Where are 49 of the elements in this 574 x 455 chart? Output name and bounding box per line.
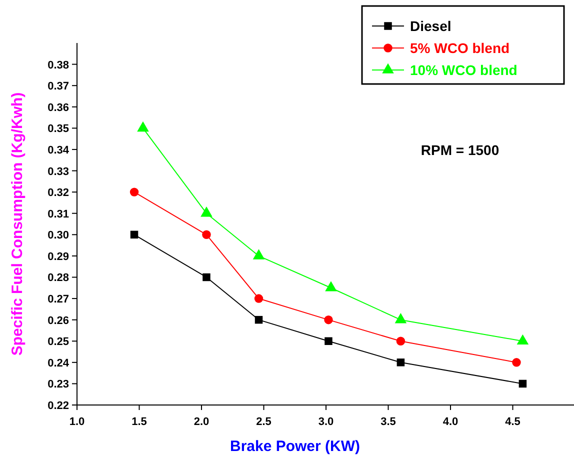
point xyxy=(324,315,333,324)
x-tick-label: 3.0 xyxy=(318,416,334,428)
x-tick-label: 3.5 xyxy=(380,416,396,428)
point xyxy=(254,294,264,303)
x-tick-label: 4.0 xyxy=(442,416,458,428)
point xyxy=(516,334,529,345)
y-tick-label: 0.23 xyxy=(48,378,69,391)
y-axis-title: Specific Fuel Consumption (Kg/Kwh) xyxy=(9,92,26,356)
point xyxy=(396,336,406,346)
x-tick-label: 1.0 xyxy=(69,416,85,428)
point xyxy=(324,337,332,345)
y-tick-label: 0.35 xyxy=(48,123,69,136)
x-tick-label: 1.5 xyxy=(132,416,147,428)
y-tick-label: 0.33 xyxy=(48,166,69,178)
y-tick-label: 0.28 xyxy=(48,272,69,284)
y-tick-label: 0.34 xyxy=(48,144,70,156)
point xyxy=(518,380,527,388)
legend-label: Diesel xyxy=(410,18,452,34)
y-tick-label: 0.25 xyxy=(48,336,69,348)
y-tick-label: 0.27 xyxy=(48,294,69,306)
point xyxy=(254,316,263,324)
y-tick-label: 0.37 xyxy=(48,80,69,93)
y-tick-label: 0.24 xyxy=(48,357,70,370)
point xyxy=(252,249,265,260)
point xyxy=(512,358,521,367)
legend-label: 5% WCO blend xyxy=(410,40,510,56)
annotation: RPM = 1500 xyxy=(420,142,500,158)
y-tick-label: 0.22 xyxy=(48,400,69,412)
y-tick-label: 0.38 xyxy=(48,59,69,72)
point xyxy=(130,188,139,196)
point xyxy=(396,358,405,366)
y-tick-label: 0.29 xyxy=(48,250,69,263)
x-tick-label: 2.5 xyxy=(256,416,272,428)
point xyxy=(394,313,407,324)
y-tick-label: 0.36 xyxy=(48,102,69,114)
y-tick-label: 0.26 xyxy=(48,314,69,327)
y-tick-label: 0.32 xyxy=(48,187,69,200)
legend-label: 10% WCO blend xyxy=(410,62,518,78)
point xyxy=(130,230,138,239)
point xyxy=(202,230,211,240)
point xyxy=(325,281,337,292)
x-tick-label: 4.5 xyxy=(505,416,520,428)
x-tick-label: 2.0 xyxy=(194,416,210,428)
x-axis-title: Brake Power (KW) xyxy=(230,438,360,455)
y-tick-label: 0.30 xyxy=(48,230,69,242)
point xyxy=(200,206,212,217)
y-tick-label: 0.31 xyxy=(48,208,69,220)
point xyxy=(137,121,149,132)
point xyxy=(202,273,210,282)
